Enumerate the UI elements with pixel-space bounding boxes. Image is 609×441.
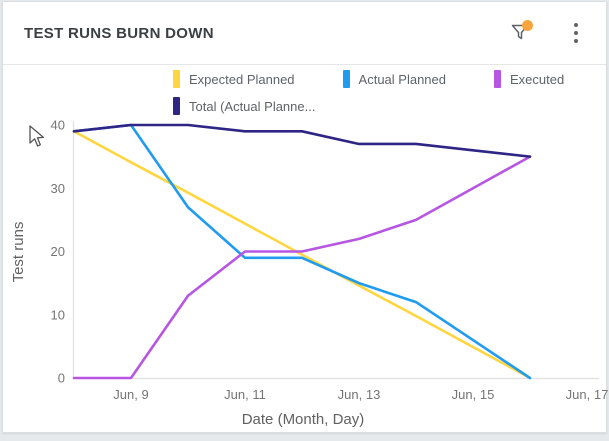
- legend-marker: [342, 70, 350, 88]
- more-options-button[interactable]: [562, 19, 590, 47]
- x-tick-label: Jun, 17: [566, 387, 608, 402]
- filter-active-badge: [522, 20, 533, 31]
- legend-label: Actual Planned: [358, 71, 446, 87]
- chart-area: Expected Planned Actual Planned Executed…: [3, 65, 609, 432]
- legend-marker: [173, 97, 180, 115]
- legend-item-actual-planned[interactable]: Actual Planned: [342, 70, 446, 88]
- legend-label: Executed: [509, 71, 565, 87]
- chart-svg[interactable]: 0 10 20 30 40 Jun, 9 Jun, 11 Jun, 13 Jun, 15 Jun,…: [3, 105, 608, 432]
- x-axis-title: Date (Month, Day): [242, 411, 365, 428]
- legend-item-expected-planned[interactable]: Expected Planned: [173, 70, 295, 88]
- burn-down-widget: TEST RUNS BURN DOWN Expected Planne: [2, 1, 609, 433]
- chart-legend: Expected Planned Actual Planned Executed…: [173, 70, 609, 115]
- y-tick-label: 30: [51, 181, 65, 196]
- x-tick-label: Jun, 13: [338, 387, 381, 402]
- series-line-0[interactable]: [72, 130, 532, 380]
- y-tick-label: 10: [51, 307, 65, 322]
- legend-label: Total (Actual Planne...: [189, 98, 316, 114]
- series-line-2[interactable]: [72, 155, 532, 380]
- legend-marker: [493, 70, 501, 88]
- x-tick-label: Jun, 11: [224, 387, 266, 402]
- y-tick-label: 0: [58, 371, 65, 386]
- legend-item-total[interactable]: Total (Actual Planne...: [173, 97, 315, 115]
- y-tick-label: 40: [51, 118, 65, 133]
- legend-marker: [173, 70, 180, 88]
- x-tick-label: Jun, 15: [452, 387, 495, 402]
- widget-title: TEST RUNS BURN DOWN: [24, 24, 214, 42]
- x-tick-label: Jun, 9: [113, 387, 148, 402]
- filter-button[interactable]: [506, 19, 534, 47]
- y-axis-title: Test runs: [10, 222, 27, 283]
- y-tick-label: 20: [51, 244, 65, 259]
- header-actions: [506, 19, 590, 47]
- legend-label: Expected Planned: [189, 71, 295, 87]
- legend-item-executed[interactable]: Executed: [493, 70, 565, 88]
- series-line-3[interactable]: [72, 123, 532, 158]
- axis-lines: [72, 121, 599, 380]
- series-line-1[interactable]: [72, 123, 532, 380]
- kebab-menu-icon: [574, 23, 578, 43]
- widget-header: TEST RUNS BURN DOWN: [3, 2, 606, 65]
